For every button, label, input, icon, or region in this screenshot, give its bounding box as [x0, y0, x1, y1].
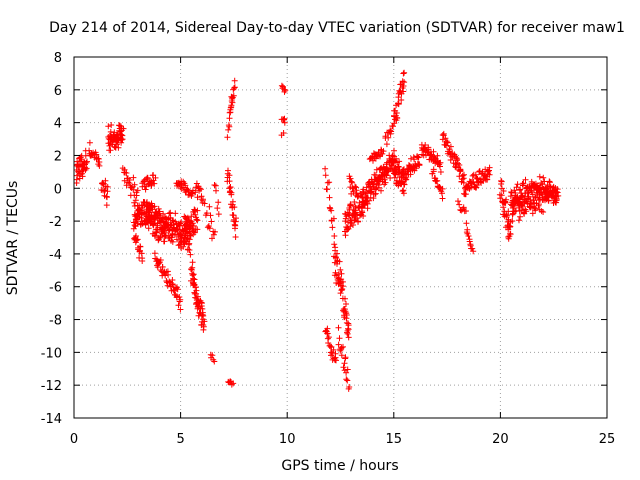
x-tick-label: 5 [176, 432, 184, 447]
y-axis-label: SDTVAR / TECUs [5, 181, 21, 296]
data-points [73, 69, 562, 392]
y-tick-label: 4 [54, 117, 62, 132]
y-tick-label: 8 [54, 51, 62, 66]
y-tick-label: -14 [41, 412, 62, 427]
scatter-points-sdtvar [73, 69, 562, 392]
y-tick-label: -12 [41, 379, 62, 394]
x-axis-label: GPS time / hours [281, 458, 398, 474]
x-tick-label: 15 [386, 432, 403, 447]
x-tick-label: 20 [492, 432, 509, 447]
y-tick-label: -10 [41, 346, 62, 361]
y-tick-label: -8 [49, 314, 62, 329]
chart-title: Day 214 of 2014, Sidereal Day-to-day VTE… [49, 20, 625, 36]
grid [74, 57, 607, 418]
y-tick-label: -4 [49, 248, 62, 263]
x-tick-label: 10 [279, 432, 296, 447]
x-tick-label: 25 [599, 432, 616, 447]
y-tick-label: -2 [49, 215, 62, 230]
y-tick-label: 6 [54, 84, 62, 99]
axis-ticks: 0 5 10 15 20 25 -14 -12 -10 -8 -6 -4 -2 0 2 4 6 8 [41, 51, 616, 447]
plot-frame [73, 56, 608, 419]
y-tick-label: 2 [54, 149, 62, 164]
x-tick-label: 0 [70, 432, 78, 447]
y-tick-label: 0 [54, 182, 62, 197]
y-tick-label: -6 [49, 281, 62, 296]
